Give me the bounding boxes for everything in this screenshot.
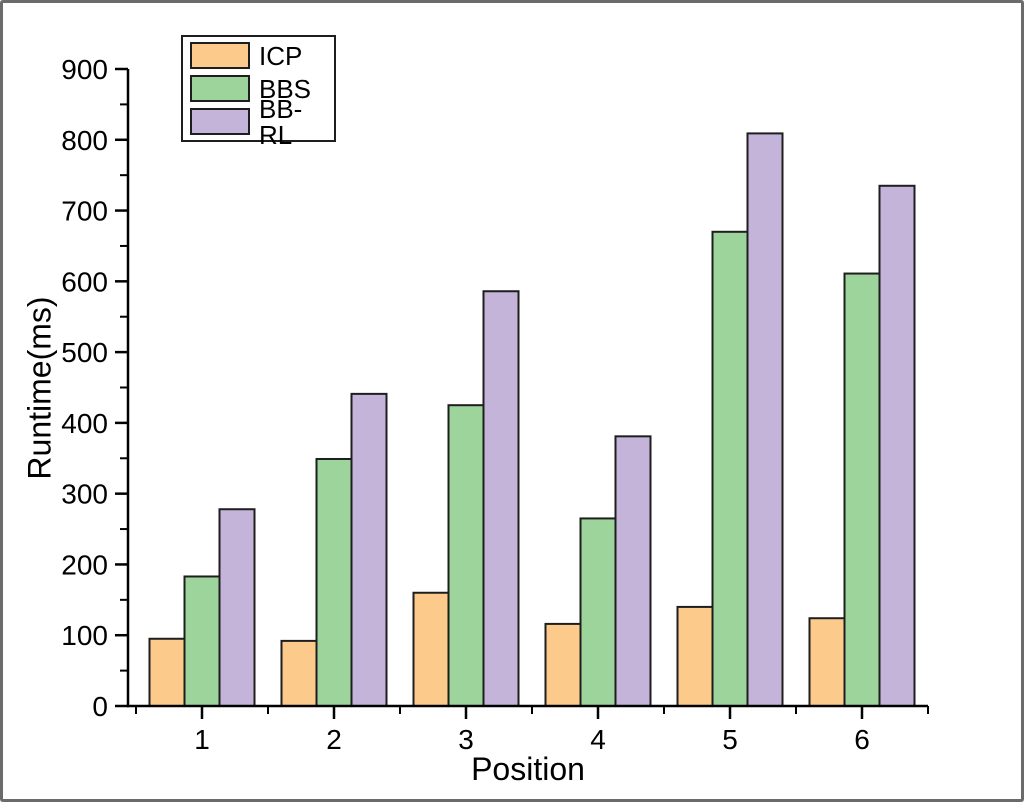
legend-swatch-icp: [190, 42, 250, 69]
bar-bb-rl-pos3: [482, 290, 520, 707]
bar-chart-canvas: 0 100 200 300 400 500 600 700 800 900 1 2 3 4 5 6: [61, 54, 929, 755]
y-tick-label: 200: [61, 549, 108, 580]
y-axis-title: Runtime(ms): [21, 296, 58, 480]
x-tick-label: 5: [722, 724, 738, 755]
x-tick-label: 1: [194, 724, 210, 755]
legend-label: BBS: [259, 73, 312, 104]
y-tick-label: 300: [61, 479, 108, 510]
bar-bbs-pos3: [447, 404, 485, 707]
legend-label: ICP: [259, 40, 303, 71]
bar-bbs-pos4: [579, 517, 617, 708]
bar-bbs-pos2: [315, 457, 353, 708]
y-tick-label: 600: [61, 266, 108, 297]
legend-item: BBS: [190, 75, 327, 102]
x-tick-label: 3: [458, 724, 474, 755]
bar-bbs-pos6: [843, 272, 881, 707]
legend-item: BB-RL: [190, 96, 327, 148]
y-tick-label: 700: [61, 196, 108, 227]
bar-icp-pos4: [544, 622, 582, 707]
bar-bbs-pos1: [183, 575, 221, 708]
legend-label: BB-RL: [259, 93, 303, 150]
y-tick-label: 0: [92, 691, 108, 722]
y-tick-label: 900: [61, 54, 108, 85]
bar-bbs-pos5: [711, 230, 749, 708]
x-tick-label: 2: [326, 724, 342, 755]
y-tick-label: 400: [61, 408, 108, 439]
bar-bb-rl-pos1: [218, 508, 256, 707]
bar-bb-rl-pos5: [746, 132, 784, 707]
legend: ICP BBS BB-RL: [181, 35, 336, 148]
y-tick-label: 500: [61, 337, 108, 368]
legend-item: ICP: [190, 42, 327, 69]
bar-bb-rl-pos4: [614, 435, 652, 707]
bar-icp-pos2: [280, 639, 318, 708]
bar-icp-pos6: [808, 617, 846, 707]
bar-bb-rl-pos6: [878, 184, 916, 708]
legend-swatch-bb-rl: [190, 108, 250, 135]
legend-swatch-bbs: [190, 75, 250, 102]
y-tick-label: 100: [61, 620, 108, 651]
bar-bb-rl-pos2: [350, 392, 388, 707]
bar-icp-pos5: [676, 605, 714, 708]
x-tick-label: 6: [854, 724, 870, 755]
y-tick-label: 800: [61, 125, 108, 156]
x-tick-label: 4: [590, 724, 606, 755]
bar-icp-pos1: [148, 637, 186, 707]
bar-icp-pos3: [412, 591, 450, 707]
x-axis-title: Position: [471, 751, 585, 787]
